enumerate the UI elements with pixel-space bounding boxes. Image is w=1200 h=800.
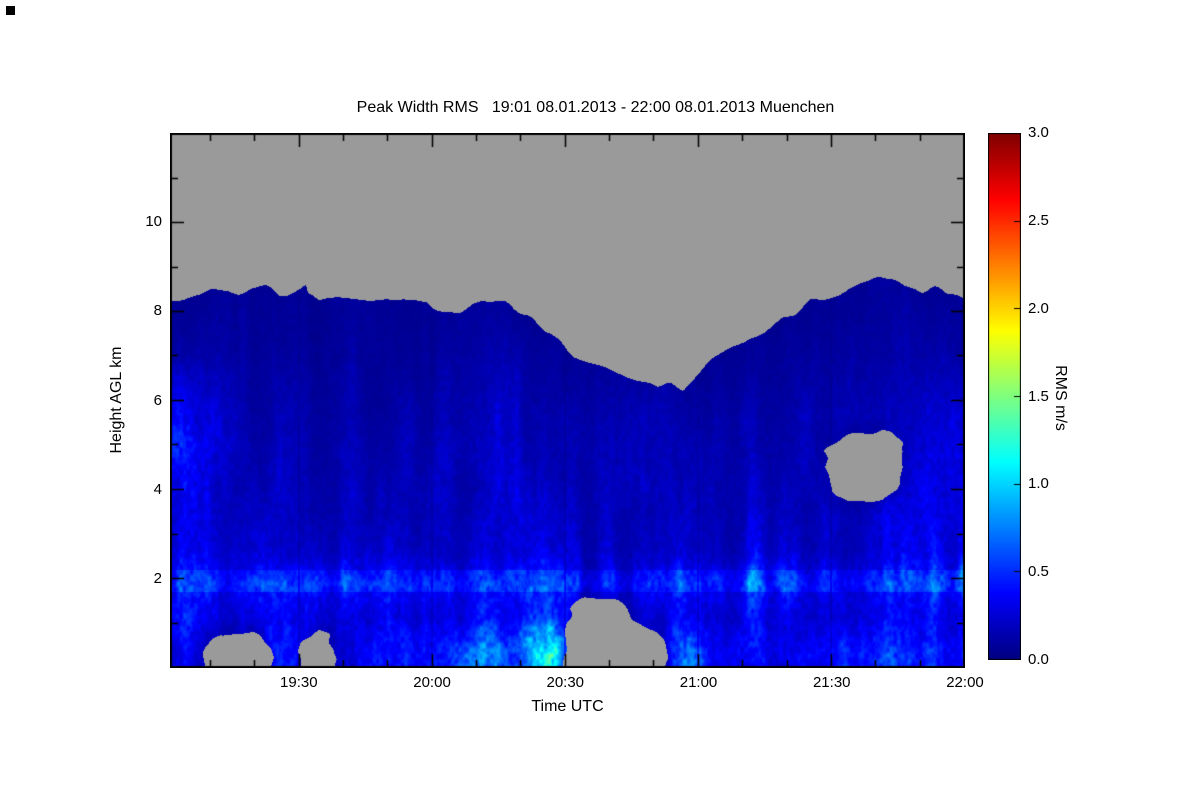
x-tick-label: 20:30 (546, 674, 585, 691)
chart-title: Peak Width RMS 19:01 08.01.2013 - 22:00 … (356, 99, 835, 116)
colorbar-tick-label: 3.0 (1028, 124, 1049, 141)
colorbar-tick-label: 0.0 (1028, 651, 1049, 668)
y-tick-label: 10 (145, 213, 162, 231)
x-tick-label: 19:30 (280, 674, 318, 691)
y-tick-label: 2 (153, 569, 162, 587)
x-tick-label: 21:00 (679, 674, 718, 691)
colorbar-tick-label: 1.5 (1028, 387, 1049, 405)
x-tick-label: 20:00 (413, 674, 451, 691)
y-tick-label: 8 (153, 302, 162, 320)
colorbar-tick-label: 1.0 (1028, 475, 1049, 493)
colorbar-tick-label: 2.0 (1028, 299, 1049, 317)
y-tick-label: 4 (153, 480, 162, 498)
x-axis-label: Time UTC (531, 698, 604, 715)
colorbar-canvas (988, 133, 1021, 660)
corner-artifact (6, 6, 15, 15)
x-tick-label: 22:00 (946, 674, 984, 691)
colorbar-tick-label: 0.5 (1028, 563, 1049, 581)
x-tick-label: 21:30 (812, 674, 851, 691)
heatmap-canvas (170, 133, 965, 668)
y-tick-label: 6 (153, 391, 162, 409)
colorbar-tick-label: 2.5 (1028, 211, 1049, 229)
